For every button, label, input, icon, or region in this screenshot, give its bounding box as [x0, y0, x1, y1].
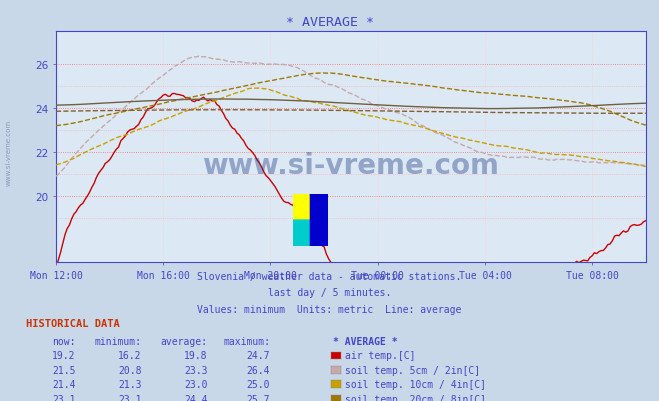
- Text: 16.2: 16.2: [118, 350, 142, 360]
- Polygon shape: [293, 194, 310, 221]
- Text: air temp.[C]: air temp.[C]: [345, 350, 415, 360]
- Text: 19.8: 19.8: [184, 350, 208, 360]
- Text: * AVERAGE *: * AVERAGE *: [285, 16, 374, 28]
- Text: 19.2: 19.2: [52, 350, 76, 360]
- Text: 20.8: 20.8: [118, 365, 142, 375]
- Text: minimum:: minimum:: [95, 336, 142, 346]
- Text: 25.7: 25.7: [246, 394, 270, 401]
- Text: www.si-vreme.com: www.si-vreme.com: [5, 119, 12, 185]
- Text: * AVERAGE *: * AVERAGE *: [333, 336, 397, 346]
- Text: soil temp. 20cm / 8in[C]: soil temp. 20cm / 8in[C]: [345, 394, 486, 401]
- Text: average:: average:: [161, 336, 208, 346]
- Text: soil temp. 10cm / 4in[C]: soil temp. 10cm / 4in[C]: [345, 379, 486, 389]
- Text: Values: minimum  Units: metric  Line: average: Values: minimum Units: metric Line: aver…: [197, 304, 462, 314]
- Text: 23.1: 23.1: [118, 394, 142, 401]
- Text: 24.4: 24.4: [184, 394, 208, 401]
- Text: HISTORICAL DATA: HISTORICAL DATA: [26, 318, 120, 328]
- Text: 21.4: 21.4: [52, 379, 76, 389]
- Polygon shape: [293, 194, 310, 221]
- Text: 23.0: 23.0: [184, 379, 208, 389]
- Text: www.si-vreme.com: www.si-vreme.com: [202, 152, 500, 180]
- Text: 26.4: 26.4: [246, 365, 270, 375]
- Polygon shape: [293, 221, 310, 247]
- Polygon shape: [310, 194, 328, 247]
- Text: 25.0: 25.0: [246, 379, 270, 389]
- Text: Slovenia / weather data - automatic stations.: Slovenia / weather data - automatic stat…: [197, 272, 462, 282]
- Text: maximum:: maximum:: [223, 336, 270, 346]
- Text: now:: now:: [52, 336, 76, 346]
- Text: 21.5: 21.5: [52, 365, 76, 375]
- Text: 23.3: 23.3: [184, 365, 208, 375]
- Polygon shape: [293, 221, 310, 247]
- Text: 23.1: 23.1: [52, 394, 76, 401]
- Text: 24.7: 24.7: [246, 350, 270, 360]
- Text: last day / 5 minutes.: last day / 5 minutes.: [268, 288, 391, 298]
- Text: 21.3: 21.3: [118, 379, 142, 389]
- Text: soil temp. 5cm / 2in[C]: soil temp. 5cm / 2in[C]: [345, 365, 480, 375]
- Polygon shape: [310, 194, 328, 247]
